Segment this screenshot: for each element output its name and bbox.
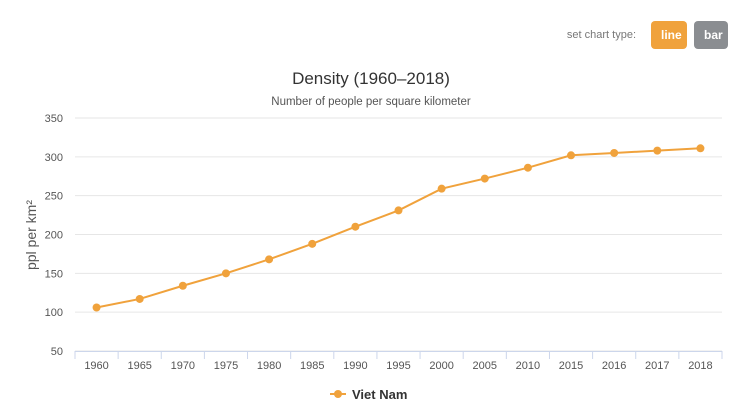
data-point[interactable]	[92, 303, 101, 312]
x-tick-label: 2017	[645, 360, 669, 372]
data-point[interactable]	[178, 281, 187, 290]
y-tick-label: 150	[45, 268, 63, 280]
y-tick-label: 250	[45, 191, 63, 203]
chart-subtitle: Number of people per square kilometer	[271, 96, 471, 108]
x-tick-label: 1965	[127, 360, 151, 372]
x-tick-label: 2000	[429, 360, 453, 372]
legend-item-viet-nam[interactable]: Viet Nam	[352, 387, 407, 402]
x-tick-label: 1960	[84, 360, 108, 372]
y-tick-label: 50	[51, 346, 63, 358]
x-tick-label: 1990	[343, 360, 367, 372]
data-point[interactable]	[351, 222, 360, 231]
y-tick-label: 200	[45, 230, 63, 242]
y-axis-label: ppl per km²	[23, 200, 39, 270]
data-point[interactable]	[696, 144, 705, 153]
data-point[interactable]	[610, 148, 619, 157]
data-point[interactable]	[221, 269, 230, 278]
x-tick-label: 1985	[300, 360, 324, 372]
x-tick-label: 1970	[171, 360, 195, 372]
y-tick-label: 300	[45, 152, 63, 164]
y-tick-label: 350	[45, 113, 63, 125]
x-tick-label: 2010	[516, 360, 540, 372]
data-point[interactable]	[135, 294, 144, 303]
data-point[interactable]	[523, 163, 532, 172]
legend-marker	[334, 390, 342, 398]
series-line	[96, 147, 701, 309]
x-tick-label: 2005	[473, 360, 497, 372]
x-tick-label: 1975	[214, 360, 238, 372]
x-tick-label: 1995	[386, 360, 410, 372]
data-point[interactable]	[308, 239, 317, 248]
x-tick-label: 2016	[602, 360, 626, 372]
line-chart-button[interactable]: line	[651, 21, 687, 49]
chart-title: Density (1960–2018)	[292, 69, 450, 88]
x-tick-label: 1980	[257, 360, 281, 372]
data-point[interactable]	[394, 206, 403, 215]
data-point[interactable]	[653, 146, 662, 155]
chart-type-label: set chart type:	[566, 29, 636, 41]
data-point[interactable]	[480, 174, 489, 183]
data-point[interactable]	[437, 184, 446, 193]
data-point[interactable]	[567, 151, 576, 160]
x-tick-label: 2018	[688, 360, 712, 372]
legend: Viet Nam	[330, 387, 407, 402]
y-tick-label: 100	[45, 307, 63, 319]
chart-type-controls: set chart type: line bar	[567, 21, 728, 49]
data-point[interactable]	[265, 255, 274, 264]
bar-chart-button[interactable]: bar	[694, 21, 728, 49]
x-tick-label: 2015	[559, 360, 583, 372]
